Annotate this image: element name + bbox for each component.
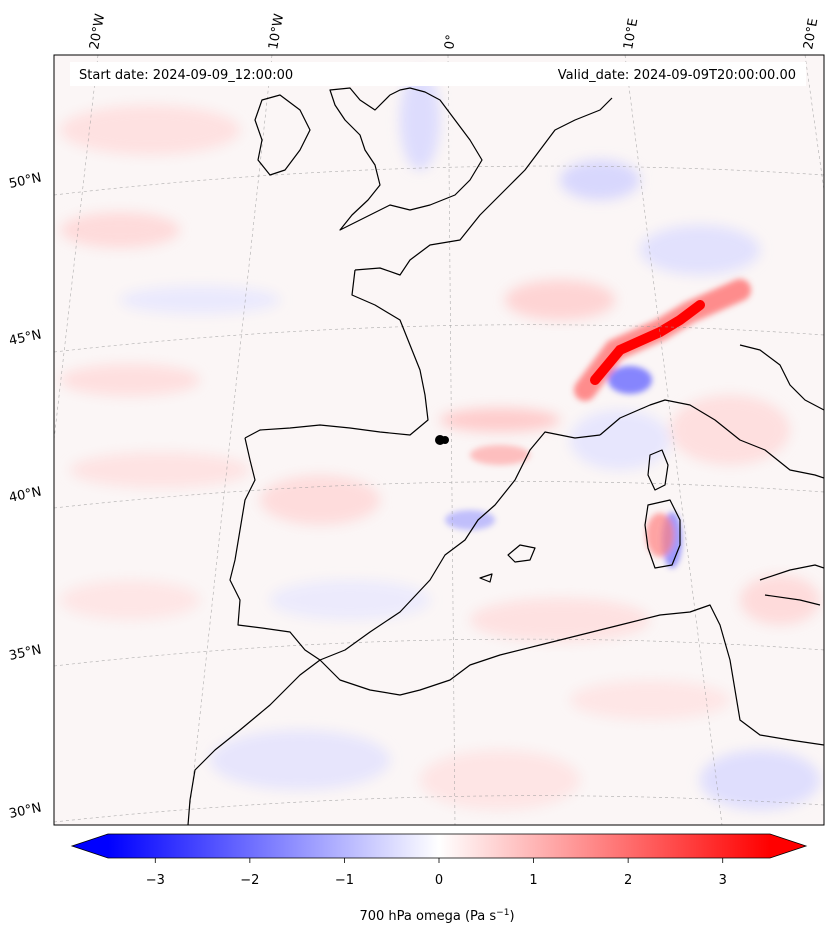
omega-patch [505,280,615,320]
coastline-morocco [187,659,321,825]
map-frame [53,54,825,826]
parallel-45n [54,324,824,353]
omega-max-ridge [590,300,705,385]
lon-label-20e: 20°E [801,17,821,50]
parallel-35n [54,638,824,667]
lat-label-50n: 50°N [8,170,43,191]
omega-patch [60,580,200,620]
valid-date-label: Valid_date: 2024-09-09T20:00:00.00 [558,68,796,83]
omega-patch [210,730,390,790]
omega-patch [670,395,790,465]
omega-patch [60,364,200,396]
omega-patch [440,408,560,432]
colorbar-tick-label: −3 [146,873,165,888]
lon-label-0: 0° [442,34,459,51]
colorbar-extend-max [770,834,806,858]
omega-patch [270,580,430,620]
colorbar-extend-min [72,834,108,858]
coastlines [187,87,824,825]
coastline-sicily [759,564,824,581]
start-date-label: Start date: 2024-09-09_12:00:00 [79,68,293,83]
omega-patch [260,475,380,525]
omega-patch [640,225,760,275]
colorbar-tick-label: −2 [240,873,259,888]
coastline-south-italy [764,594,821,606]
omega-patch [560,160,640,200]
colorbar-title: 700 hPa omega (Pa s−1) [359,908,514,924]
omega-patch [70,452,250,488]
lat-label-30n: 30°N [8,800,43,821]
meridian-20e [804,55,824,191]
coastline-italy-west [599,399,824,479]
parallel-30n [54,795,824,823]
colorbar: −3 −2 −1 0 1 2 3 700 hPa omega (Pa s−1) [70,833,808,924]
coastline-great-britain [329,87,483,231]
colorbar-tick-label: 1 [529,873,537,888]
coastline-iberia [229,431,601,661]
omega-patch [120,286,280,314]
coastline-balearics [507,544,536,563]
coastline-ibiza [479,573,493,583]
lon-label-20w: 20°W [87,13,108,51]
lat-label-45n: 45°N [8,327,43,348]
header-box [70,62,806,86]
omega-patch [608,366,652,394]
colorbar-tick-label: 2 [624,873,632,888]
coastline-ireland [254,94,311,176]
omega-patch [700,750,820,810]
coastline-adriatic [739,344,824,411]
lon-label-10w: 10°W [266,13,287,51]
colorbar-tick-label: 3 [719,873,727,888]
coastline-north-africa [319,604,824,746]
meridian-20w [54,55,99,441]
omega-patch [646,513,674,557]
omega-patch [60,105,240,155]
lon-label-10e: 10°E [621,17,641,50]
parallel-50n [54,165,824,196]
coastline-corsica [647,449,669,491]
colorbar-tick-label: 0 [435,873,443,888]
colorbar-ticks: −3 −2 −1 0 1 2 3 [146,858,727,888]
colorbar-body [108,834,770,858]
location-marker [441,436,449,444]
colorbar-outline [70,833,808,859]
omega-patch [570,410,670,470]
omega-patch [570,680,730,720]
omega-patch [470,445,530,465]
omega-patch [445,510,495,530]
coastline-north-europe [354,97,613,276]
coastline-sardinia [644,499,681,569]
omega-patch [60,212,180,248]
parallel-40n [54,481,824,509]
meridian-0 [447,55,456,825]
omega-patch [420,750,580,810]
map-panel: Start date: 2024-09-09_12:00:00 Valid_da… [54,55,824,825]
omega-patch [740,575,820,625]
colorbar-tick-label: −1 [335,873,354,888]
coastline-bay-of-biscay [244,269,429,439]
graticule [54,55,824,825]
omega-patch [470,598,650,642]
lat-label-40n: 40°N [8,484,43,505]
lat-label-35n: 35°N [8,642,43,663]
